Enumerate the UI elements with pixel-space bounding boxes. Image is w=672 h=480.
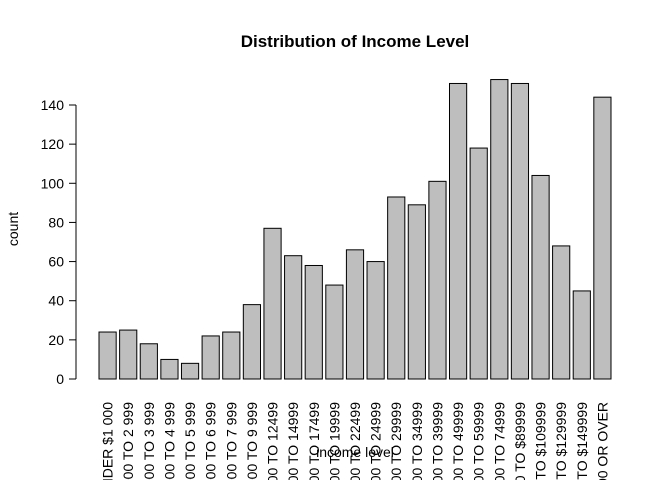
- x-tick-label: $25000 TO 29999: [388, 402, 404, 480]
- bar: [366, 261, 385, 380]
- x-tick-label: $15000 TO 17499: [306, 402, 322, 480]
- y-tick-label: 140: [41, 97, 65, 113]
- bar: [325, 284, 344, 380]
- y-tick-label: 0: [56, 371, 64, 387]
- bar: [284, 255, 303, 380]
- bar: [593, 96, 612, 380]
- x-tick-label: $150000 OR OVER: [594, 402, 610, 480]
- x-tick-label: $1 000 TO 2 999: [120, 402, 136, 480]
- y-tick-label: 60: [48, 254, 64, 270]
- bar: [407, 204, 426, 380]
- y-tick-label: 40: [48, 293, 64, 309]
- bar: [160, 358, 179, 380]
- bar: [98, 331, 117, 380]
- bar: [201, 335, 220, 380]
- bar: [119, 329, 138, 380]
- chart-title: Distribution of Income Level: [241, 32, 470, 51]
- bar: [263, 227, 282, 380]
- bar: [448, 82, 468, 380]
- x-tick-label: $30000 TO 34999: [409, 402, 425, 480]
- bar: [510, 82, 530, 380]
- bar: [304, 264, 323, 380]
- x-tick-label: $7 000 TO 7 999: [223, 402, 239, 480]
- x-tick-label: UNDER $1 000: [100, 402, 116, 480]
- x-tick-label: $130000 TO $149999: [574, 402, 590, 480]
- x-tick-label: $4 000 TO 4 999: [161, 402, 177, 480]
- x-tick-label: $5 000 TO 5 999: [182, 402, 198, 480]
- x-tick-label: $12500 TO 14999: [285, 402, 301, 480]
- bar: [428, 180, 447, 380]
- x-tick-label: $20000 TO 22499: [347, 402, 363, 480]
- bar: [552, 245, 571, 380]
- x-tick-label: $6 000 TO 6 999: [203, 402, 219, 480]
- bar: [345, 249, 365, 380]
- x-tick-label: $22500 TO 24999: [368, 402, 384, 480]
- x-tick-label: $17500 TO 19999: [326, 402, 342, 480]
- y-tick-label: 120: [41, 136, 65, 152]
- y-tick-label: 100: [41, 175, 65, 191]
- bar: [139, 343, 158, 380]
- x-tick-label: $90000 TO $109999: [533, 402, 549, 480]
- y-axis-label: count: [5, 212, 21, 246]
- x-tick-label: $40000 TO 49999: [450, 402, 466, 480]
- x-axis-label: income level: [316, 444, 394, 460]
- x-tick-label: $75000 TO $89999: [512, 402, 528, 480]
- x-tick-label: $50000 TO 59999: [471, 402, 487, 480]
- y-tick-label: 20: [48, 332, 64, 348]
- x-tick-label: $35000 TO 39999: [429, 402, 445, 480]
- bar: [242, 304, 262, 380]
- bar: [180, 362, 200, 380]
- bar: [469, 147, 488, 380]
- x-tick-label: $110000 TO $129999: [553, 402, 569, 480]
- bar: [572, 290, 591, 380]
- x-tick-label: $10000 TO 12499: [265, 402, 281, 480]
- x-tick-label: $8 000 TO 9 999: [244, 402, 260, 480]
- y-tick-label: 80: [48, 214, 64, 230]
- bar: [490, 79, 509, 380]
- x-tick-label: $60000 TO 74999: [491, 402, 507, 480]
- bar: [387, 196, 406, 380]
- x-tick-label: $3 000 TO 3 999: [141, 402, 157, 480]
- bar: [531, 174, 550, 380]
- bar: [222, 331, 241, 380]
